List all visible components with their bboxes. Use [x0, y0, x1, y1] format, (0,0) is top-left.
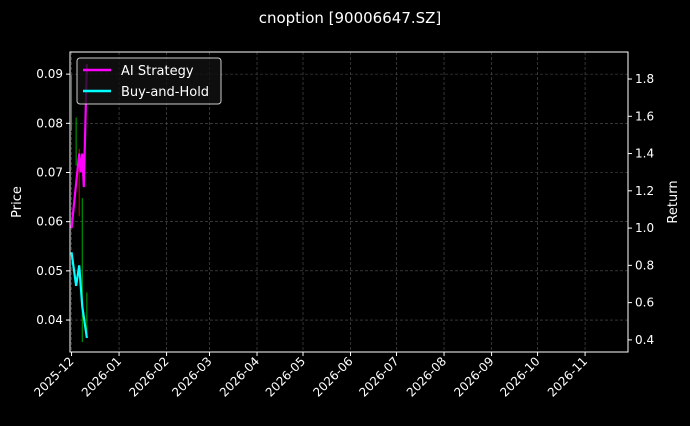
legend-box — [76, 57, 222, 105]
y-label-right: Return — [666, 180, 681, 223]
y-axis-right: 0.4 0.6 0.8 1.0 1.2 1.4 1.6 1.8 — [628, 72, 654, 347]
x-tick-label: 2026-04 — [217, 354, 262, 399]
y-tick-label-right: 0.6 — [635, 296, 654, 310]
series-line-ai-strategy — [70, 64, 88, 229]
x-tick-label: 2026-10 — [497, 354, 542, 399]
x-tick-label: 2026-05 — [263, 354, 308, 399]
y-tick-label-left: 0.07 — [36, 165, 63, 179]
y-axis-left: 0.04 0.05 0.06 0.07 0.08 0.09 — [36, 67, 70, 327]
x-tick-label: 2026-02 — [126, 354, 171, 399]
legend-label-ai-strategy: AI Strategy — [121, 64, 194, 79]
y-tick-label-right: 0.4 — [635, 333, 654, 347]
y-tick-label-right: 1.8 — [635, 72, 654, 86]
y-tick-label-right: 1.4 — [635, 147, 654, 161]
series-lines — [70, 64, 88, 339]
y-tick-label-left: 0.08 — [36, 116, 63, 130]
y-tick-label-right: 1.6 — [635, 109, 654, 123]
y-tick-label-left: 0.09 — [36, 67, 63, 81]
y-tick-label-left: 0.04 — [36, 313, 63, 327]
x-tick-label: 2025-12 — [31, 354, 76, 399]
y-tick-label-left: 0.06 — [36, 215, 63, 229]
legend: AI Strategy Buy-and-Hold — [76, 57, 222, 105]
y-tick-label-left: 0.05 — [36, 264, 63, 278]
x-tick-label: 2026-06 — [310, 354, 355, 399]
x-tick-label: 2026-08 — [404, 354, 449, 399]
x-tick-label: 2026-07 — [356, 354, 401, 399]
plot-frame — [69, 51, 629, 353]
y-label-left: Price — [10, 186, 25, 218]
legend-label-buy-and-hold: Buy-and-Hold — [121, 85, 209, 100]
y-tick-label-right: 1.0 — [635, 221, 654, 235]
y-tick-label-right: 1.2 — [635, 184, 654, 198]
x-tick-label: 2026-01 — [79, 354, 124, 399]
chart-title: cnoption [90006647.SZ] — [259, 9, 442, 27]
x-tick-label: 2026-03 — [169, 354, 214, 399]
grid — [70, 52, 628, 352]
x-tick-label: 2026-09 — [451, 354, 496, 399]
x-tick-label: 2026-11 — [545, 354, 590, 399]
series-line-buy-and-hold — [70, 252, 88, 339]
y-tick-label-right: 0.8 — [635, 258, 654, 272]
